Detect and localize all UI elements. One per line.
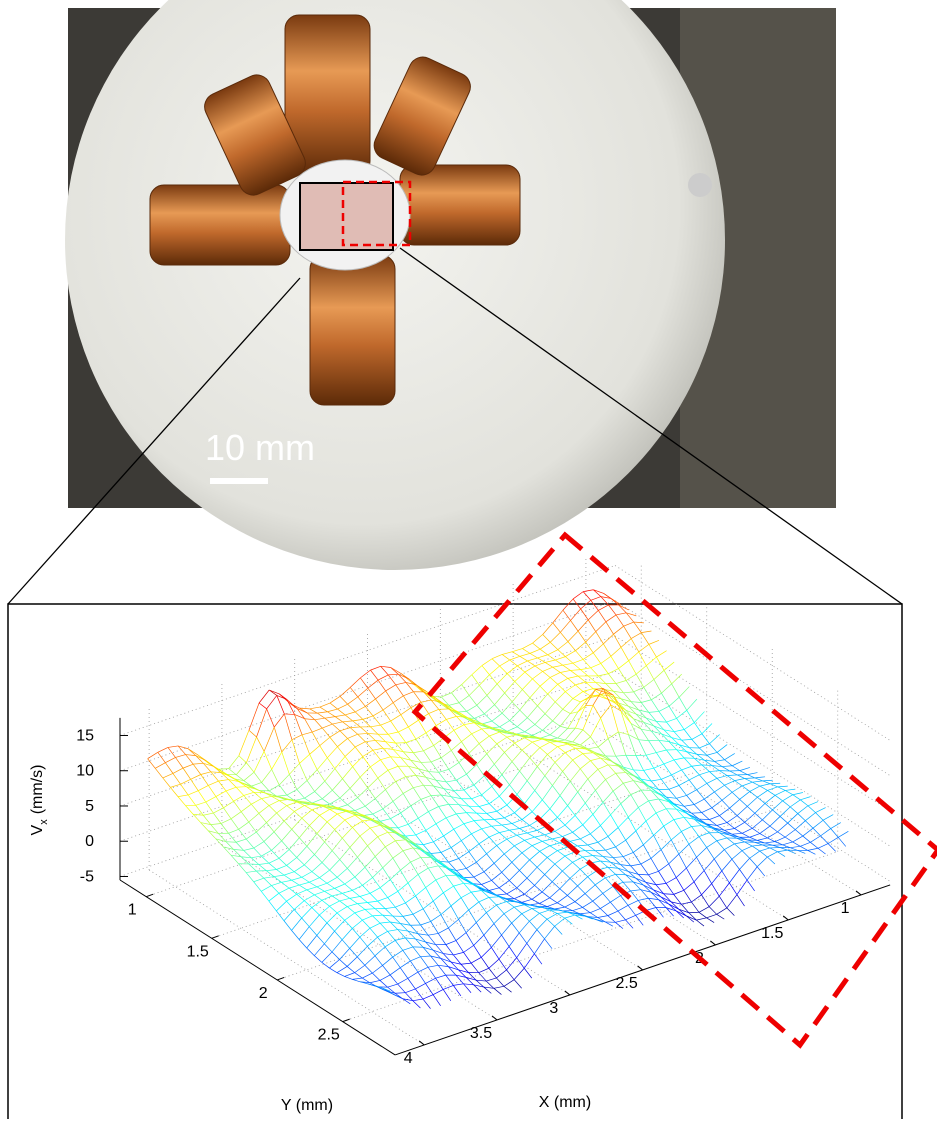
mesh-line: [591, 597, 601, 601]
plot-frame: [8, 604, 902, 1119]
mesh-line: [583, 590, 593, 592]
mesh-line: [421, 762, 431, 763]
z-axis-label-part: x: [38, 819, 50, 825]
z-tick-label: 0: [85, 833, 94, 850]
z-tick-label: 10: [76, 763, 94, 780]
z-axis-label-part: V: [29, 824, 46, 835]
x-tick-label: 1: [841, 900, 850, 917]
photo: 10 mm: [65, 0, 836, 570]
x-axis-label: X (mm): [539, 1094, 591, 1111]
z-axis-label-part: (mm/s): [29, 765, 46, 815]
x-tick-label: 3.5: [470, 1025, 492, 1042]
x-tick-label: 1.5: [761, 925, 783, 942]
x-tick-label: 2.5: [615, 975, 637, 992]
scale-bar-label: 10 mm: [205, 427, 315, 468]
z-tick-label: 5: [85, 798, 94, 815]
y-axis-label: Y (mm): [281, 1097, 333, 1114]
y-tick-label: 1: [128, 902, 137, 919]
mesh-line: [573, 592, 583, 599]
z-tick-label: -5: [80, 868, 94, 885]
mesh-line: [583, 592, 591, 601]
y-tick-label: 1.5: [187, 943, 209, 960]
z-tick-label: 15: [76, 727, 94, 744]
x-tick-label: 4: [404, 1050, 413, 1067]
x-tick-label: 3: [549, 1000, 558, 1017]
y-tick-label: 2: [259, 985, 268, 1002]
y-tick-label: 2.5: [318, 1027, 340, 1044]
